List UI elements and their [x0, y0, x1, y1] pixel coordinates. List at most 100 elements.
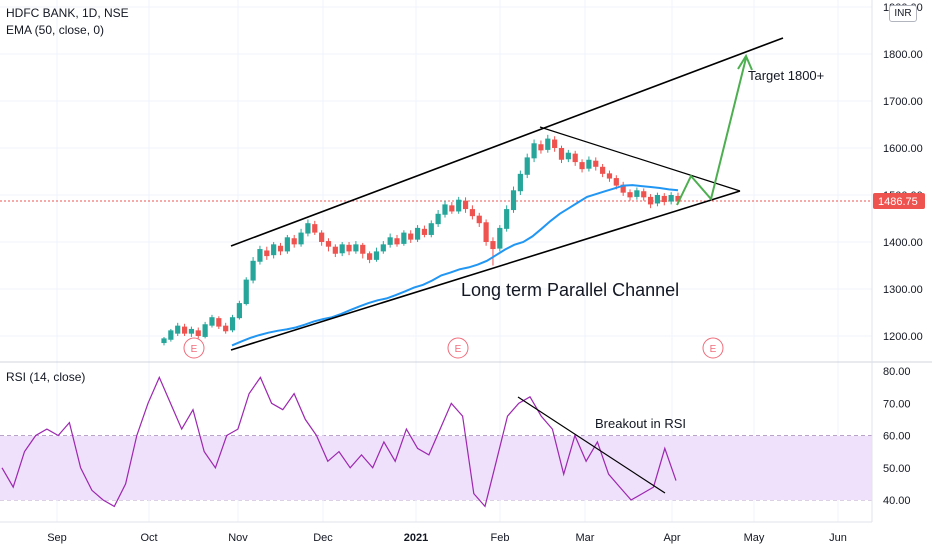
candle-body [442, 204, 448, 215]
candle-body [271, 244, 277, 256]
candle-body [195, 330, 201, 336]
symbol-title[interactable]: HDFC BANK, 1D, NSE [6, 6, 129, 20]
candle [195, 327, 201, 339]
candle-body [305, 223, 311, 234]
candle-body [675, 195, 681, 202]
candle [202, 321, 208, 339]
candle [250, 257, 256, 284]
earnings-marker-label: E [191, 344, 198, 355]
ema-line [231, 184, 679, 347]
candle-body [524, 157, 530, 175]
candle-body [572, 153, 578, 163]
rsi-trendline [517, 396, 666, 494]
rsi-tick-label: 70.00 [883, 398, 911, 410]
candle-body [223, 325, 229, 332]
candle [476, 212, 482, 227]
candle [661, 193, 667, 206]
candle-body [613, 178, 619, 186]
candle-body [476, 215, 482, 224]
candle [456, 196, 462, 214]
currency-badge[interactable]: INR [889, 5, 917, 22]
candle [593, 157, 599, 171]
candle-body [558, 148, 565, 160]
candle [627, 189, 633, 201]
ema-legend[interactable]: EMA (50, close, 0) [6, 23, 105, 37]
time-tick-label: Sep [47, 532, 67, 544]
candle [161, 336, 167, 346]
candle-body [168, 330, 174, 340]
candle [421, 225, 428, 238]
candle-body [421, 228, 428, 235]
earnings-marker: E [183, 337, 205, 359]
rsi-legend[interactable]: RSI (14, close) [6, 370, 86, 384]
candle [291, 234, 297, 248]
channel-lower-line [230, 190, 741, 351]
earnings-marker: E [447, 337, 469, 359]
candle [524, 153, 530, 179]
candle [497, 225, 503, 252]
candle-body [236, 303, 242, 319]
candle-body [593, 160, 599, 167]
time-tick-label: Mar [576, 532, 595, 544]
candle [387, 233, 393, 248]
earnings-marker-circle [447, 337, 469, 359]
last-price-badge [873, 193, 925, 209]
candle [284, 234, 290, 254]
candle [353, 241, 359, 254]
earnings-marker-circle [702, 337, 724, 359]
candle [394, 234, 400, 247]
candle-body [600, 166, 606, 174]
time-tick-label: May [744, 532, 765, 544]
candle-body [319, 232, 325, 242]
candle-body [634, 190, 640, 197]
candle [264, 246, 270, 260]
candle-body [641, 191, 647, 198]
price-axis: 1200.001300.001400.001500.001600.001700.… [883, 2, 923, 343]
candle [579, 159, 585, 173]
candle [634, 187, 640, 200]
candle [565, 149, 571, 163]
candle-body [469, 209, 475, 217]
candle [305, 219, 311, 237]
candle [319, 230, 325, 246]
candle-body [449, 205, 455, 212]
candle [668, 192, 674, 205]
earnings-marker: E [702, 337, 724, 359]
earnings-marker-label: E [710, 344, 717, 355]
candle-body [504, 209, 510, 229]
candle-body [332, 246, 338, 254]
candle [600, 163, 606, 178]
price-tick-label: 1800.00 [883, 49, 923, 61]
candle [490, 237, 496, 266]
candle-body [339, 244, 345, 254]
candle-body [325, 241, 332, 247]
candle-body [346, 244, 352, 252]
candle-body [175, 325, 181, 334]
candle-body [462, 200, 469, 210]
candle-body [531, 143, 537, 159]
candle [271, 242, 277, 259]
rsi-axis: 40.00 50.00 60.00 70.00 80.00 [883, 366, 911, 507]
candle-body [188, 328, 195, 334]
candle [504, 205, 510, 232]
candle [428, 220, 434, 238]
candle [360, 242, 366, 259]
candle-body [538, 144, 544, 151]
channel-upper-line [230, 37, 784, 247]
candle-body [510, 190, 517, 211]
candle-body [627, 192, 633, 198]
candle-body [373, 251, 380, 260]
candle [483, 219, 489, 246]
candle [572, 150, 578, 166]
candle-body [229, 317, 236, 331]
candle-body [517, 173, 523, 192]
candle-body [565, 152, 571, 160]
candle [175, 322, 181, 336]
candle [346, 242, 352, 256]
candle [325, 238, 332, 252]
candle [435, 210, 441, 227]
candle-body [298, 232, 304, 245]
candle [339, 242, 345, 257]
candle [380, 241, 386, 254]
